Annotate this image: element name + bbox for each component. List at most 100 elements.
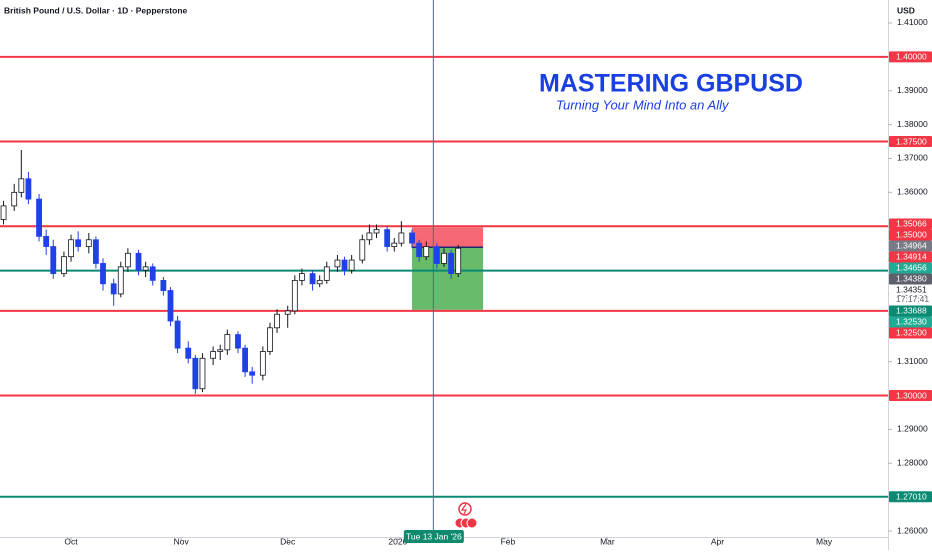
price-badge-label: 1.33688	[896, 306, 927, 316]
y-tick-label: 1.31000	[897, 356, 928, 366]
x-tick-label: May	[816, 536, 833, 546]
price-badge-label: 1.34914	[896, 252, 927, 262]
candle-body	[423, 246, 430, 258]
candle-body	[448, 252, 455, 275]
x-tick-label: Oct	[64, 536, 78, 546]
price-badge	[889, 390, 932, 402]
price-badge-label: 1.27010	[896, 492, 927, 502]
price-badge	[889, 240, 932, 252]
price-badge	[889, 262, 932, 274]
candle-body	[93, 239, 99, 264]
y-tick-label: 1.29000	[897, 424, 928, 434]
candle-body	[100, 263, 106, 285]
candle-body	[117, 266, 124, 295]
stop-zone	[412, 227, 484, 248]
candle-body	[455, 247, 462, 275]
event-icons[interactable]	[454, 502, 478, 529]
candle-body	[373, 229, 380, 234]
candle-body	[174, 320, 181, 349]
event-icon[interactable]	[458, 502, 472, 516]
price-badge	[889, 136, 932, 148]
candle-body	[124, 252, 131, 268]
price-badge	[889, 491, 932, 503]
candle-body	[11, 191, 18, 207]
candle-body	[210, 351, 217, 359]
candle-body	[85, 239, 92, 247]
price-badge	[889, 51, 932, 63]
price-badge-label: 1.34351	[896, 285, 927, 295]
candle-body	[192, 357, 199, 390]
candle-body	[291, 279, 298, 312]
candle-body	[441, 252, 447, 264]
price-badge-label: 1.34656	[896, 263, 927, 273]
x-tick-label: Apr	[711, 536, 724, 546]
price-badge	[889, 273, 932, 285]
y-tick-label: 1.39000	[897, 85, 928, 95]
y-tick-label: 1.28000	[897, 458, 928, 468]
cursor-label-box	[403, 530, 464, 543]
candle-body	[75, 239, 82, 247]
price-badge	[889, 284, 932, 296]
y-tick-label: 1.36000	[897, 187, 928, 197]
y-tick-label: 1.37000	[897, 153, 928, 163]
candle-body	[334, 259, 341, 268]
price-badge-label: 1.35066	[896, 219, 927, 229]
candle-body	[348, 259, 355, 271]
candle-body	[43, 235, 50, 247]
y-tick-label: 1.38000	[897, 119, 928, 129]
candle-body	[433, 246, 440, 264]
candle-body	[36, 198, 42, 237]
candle-body	[235, 334, 241, 349]
candle-body	[284, 310, 291, 315]
event-icon[interactable]	[466, 517, 478, 529]
price-badge	[889, 316, 932, 328]
candle-body	[398, 232, 405, 244]
price-badge-label: 1.32530	[896, 317, 927, 327]
price-badge-label: 1.37500	[896, 136, 927, 146]
price-badge	[889, 327, 932, 339]
candle-body	[160, 279, 167, 291]
candle-body	[416, 242, 423, 258]
candle-body	[68, 239, 74, 258]
candle-body	[384, 229, 391, 247]
candle-body	[142, 266, 149, 271]
candle-body	[242, 347, 248, 373]
price-badge-label: 1.35000	[896, 230, 927, 240]
x-tick-label: Dec	[280, 536, 296, 546]
price-badge	[889, 218, 932, 230]
target-zone	[412, 247, 484, 310]
chart-title: MASTERING GBPUSD	[539, 70, 803, 98]
candle-body	[409, 232, 415, 244]
candle-body	[309, 273, 316, 285]
candle-body	[366, 232, 373, 241]
cursor-label: Tue 13 Jan '26	[406, 531, 462, 541]
x-tick-label: Feb	[501, 536, 516, 546]
candle-body	[274, 313, 280, 329]
price-badge-label: 1.34964	[896, 241, 927, 251]
x-tick-label: 2026	[388, 536, 407, 546]
x-tick-label: Mar	[600, 536, 615, 546]
currency: USD	[897, 5, 915, 15]
price-badge-label: 1.40000	[896, 52, 927, 62]
plot-layer	[0, 0, 888, 537]
candle-body	[0, 205, 7, 220]
candle-body	[110, 283, 117, 295]
chart-subtitle: Turning Your Mind Into an Ally	[556, 97, 730, 112]
price-badge-label: 1.32500	[896, 328, 927, 338]
candle-body	[185, 347, 192, 359]
candle-body	[323, 266, 330, 281]
candle-body	[391, 242, 398, 247]
candle-body	[267, 327, 273, 352]
y-tick-label: 1.26000	[897, 525, 928, 535]
candle-body	[217, 349, 224, 352]
candle-body	[135, 252, 142, 271]
candle-body	[18, 178, 25, 193]
price-badge	[889, 251, 932, 263]
candle-body	[167, 290, 174, 322]
candle-body	[249, 371, 256, 376]
candle-body	[25, 178, 32, 200]
symbol-title: British Pound / U.S. Dollar · 1D · Peppe…	[4, 5, 188, 15]
candle-body	[149, 266, 156, 281]
